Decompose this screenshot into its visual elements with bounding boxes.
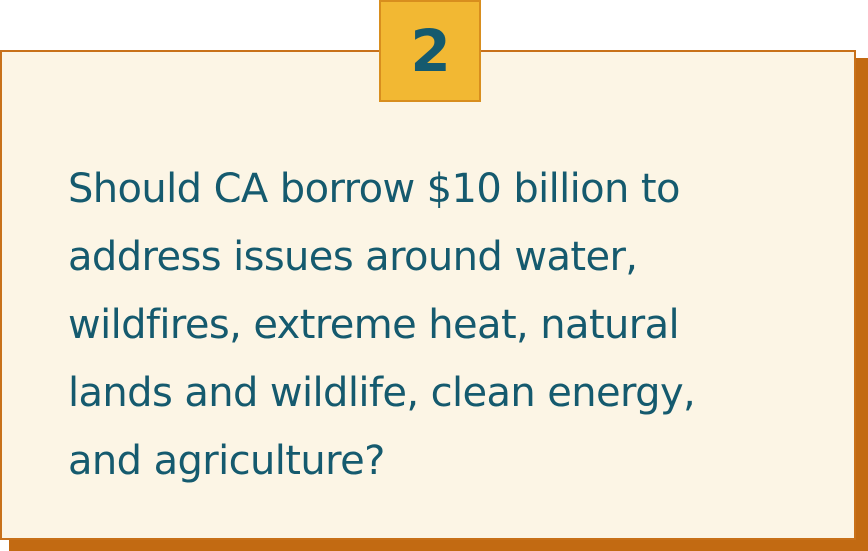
question-number-badge: 2 xyxy=(379,0,481,102)
question-line: and agriculture? xyxy=(68,438,385,484)
question-line: address issues around water, xyxy=(68,234,638,280)
question-number: 2 xyxy=(410,17,450,85)
question-text: Should CA borrow $10 billion to address … xyxy=(68,155,808,495)
question-line: lands and wildlife, clean energy, xyxy=(68,370,696,416)
question-card xyxy=(0,50,856,540)
question-line: Should CA borrow $10 billion to xyxy=(68,166,680,212)
question-line: wildfires, extreme heat, natural xyxy=(68,302,680,348)
